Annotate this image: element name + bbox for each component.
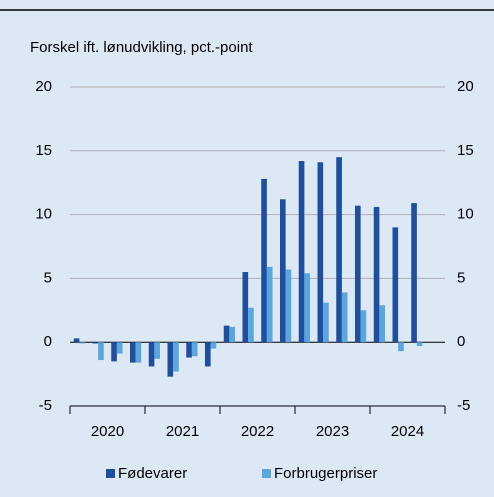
y-tick-label: 15 <box>35 142 52 159</box>
bar <box>398 342 404 352</box>
bar <box>92 342 99 344</box>
x-tick-label: 2022 <box>241 423 274 440</box>
y2-tick-label: 0 <box>457 333 465 350</box>
y-tick-label: -5 <box>39 397 52 414</box>
chart-subtitle: Forskel ift. lønudvikling, pct.-point <box>30 39 253 56</box>
bar <box>111 342 117 362</box>
bar <box>116 342 123 354</box>
x-tick-label: 2023 <box>316 423 349 440</box>
x-tick-label: 2024 <box>391 423 424 440</box>
bar <box>229 326 235 343</box>
bar <box>98 342 104 361</box>
bar <box>248 307 254 343</box>
y2-tick-label: 20 <box>457 78 474 95</box>
bar <box>341 292 348 343</box>
y2-tick-label: 5 <box>457 269 465 286</box>
y2-tick-label: -5 <box>457 397 470 414</box>
bar <box>191 342 198 357</box>
bar <box>392 227 399 343</box>
y-tick-label: 5 <box>44 269 52 286</box>
y-tick-label: 0 <box>44 333 52 350</box>
bar <box>379 305 385 343</box>
y-tick-label: 10 <box>35 206 52 223</box>
bar <box>186 342 192 358</box>
bar <box>130 342 136 363</box>
bar <box>242 272 249 343</box>
legend-label: Fødevarer <box>118 465 187 482</box>
bar <box>167 342 174 377</box>
y-tick-label: 20 <box>35 78 52 95</box>
bar <box>73 338 80 343</box>
bar <box>298 161 305 343</box>
bar <box>323 302 329 343</box>
bar <box>373 206 380 343</box>
bar <box>266 266 273 343</box>
bar <box>355 205 361 343</box>
legend-label: Forbrugerpriser <box>274 465 377 482</box>
bar <box>317 162 324 343</box>
legend-swatch <box>106 469 115 478</box>
bar <box>79 342 85 344</box>
bar <box>411 203 417 343</box>
bar <box>223 325 230 343</box>
bar <box>205 342 211 367</box>
x-tick-label: 2020 <box>91 423 124 440</box>
bar <box>154 342 160 359</box>
y2-tick-label: 15 <box>457 142 474 159</box>
bar <box>210 342 217 349</box>
x-tick-label: 2021 <box>166 423 199 440</box>
bar <box>173 342 179 372</box>
bar <box>261 178 267 343</box>
bar <box>336 157 342 343</box>
y2-tick-label: 10 <box>457 206 474 223</box>
bar <box>416 342 423 347</box>
bar <box>304 273 310 343</box>
legend-swatch <box>262 469 271 478</box>
bar <box>360 310 367 343</box>
bar <box>148 342 155 367</box>
bar <box>280 199 286 343</box>
bar <box>135 342 142 363</box>
bar <box>285 269 292 343</box>
